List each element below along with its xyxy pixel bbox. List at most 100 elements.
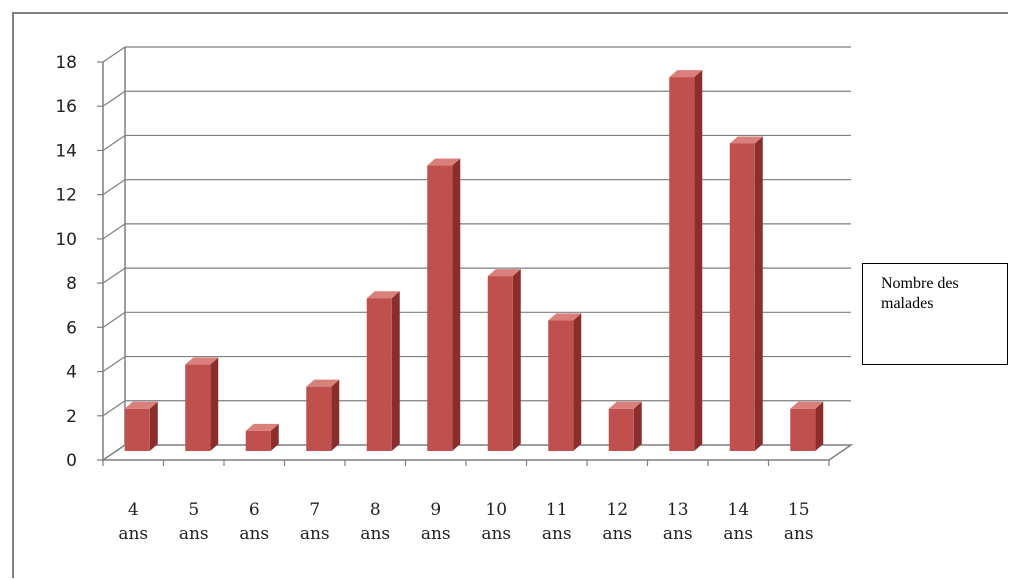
bar (608, 401, 642, 451)
x-tick-label: 13 ans (663, 500, 693, 544)
x-tick-label: 11 ans (542, 500, 572, 544)
x-tick-label-line: ans (602, 524, 632, 544)
x-tick-label-line: 12 (606, 500, 628, 520)
x-tick-label: 12 ans (602, 500, 632, 544)
x-tick-label: 4 ans (118, 500, 148, 544)
gridline-diagonal (102, 46, 126, 63)
bar-front (366, 298, 392, 451)
bar-top (124, 401, 158, 409)
y-axis-ticks: 0 2 4 6 8 10 12 14 16 18 (55, 53, 103, 471)
gridline-diagonal (102, 134, 126, 151)
bar (729, 136, 763, 451)
chart-frame (12, 12, 1008, 578)
bar-front (245, 430, 271, 451)
gridline-diagonal (102, 223, 126, 240)
x-tick-label-line: 9 (430, 500, 441, 520)
bar-front (608, 408, 634, 451)
bar-front (729, 143, 755, 451)
gridline-diagonal (102, 356, 126, 373)
y-tick-label: 8 (66, 274, 77, 294)
bar-front (790, 408, 816, 451)
bar-side (270, 423, 279, 451)
x-tick-label: 8 ans (360, 500, 390, 544)
bar-side (149, 401, 158, 451)
x-tick-label-line: ans (542, 524, 572, 544)
bar-side (694, 70, 703, 451)
x-tick-label-line: 15 (788, 500, 810, 520)
y-tick-label: 6 (66, 318, 77, 338)
x-tick-label-line: ans (784, 524, 814, 544)
bar-side (391, 291, 400, 451)
x-tick-label-line: 5 (188, 500, 199, 520)
y-tick-label: 18 (55, 53, 77, 73)
bar (366, 291, 400, 451)
bar-front (669, 77, 695, 451)
bar (185, 357, 219, 451)
bar-top (608, 401, 642, 409)
x-tick-label-line: 4 (128, 500, 139, 520)
bar-front (548, 320, 574, 451)
bar (487, 269, 521, 451)
y-tick-label: 10 (55, 230, 77, 250)
x-tick-label-line: ans (421, 524, 451, 544)
bar-side (512, 269, 521, 451)
y-tick-label: 16 (55, 97, 77, 117)
bar-top (427, 158, 461, 166)
y-tick-label: 0 (66, 451, 77, 471)
bar-top (729, 136, 763, 144)
bar-top (790, 401, 824, 409)
bar-side (452, 158, 461, 452)
x-tick-label-line: 8 (370, 500, 381, 520)
legend: Nombre des malades (862, 263, 1008, 365)
bar-front (185, 364, 211, 451)
bar (669, 70, 703, 451)
x-tick-label-line: ans (118, 524, 148, 544)
bar-top (306, 379, 340, 387)
bar (124, 401, 158, 451)
bar-side (815, 401, 824, 451)
bars (124, 70, 824, 452)
bar-top (185, 357, 219, 365)
bar (790, 401, 824, 451)
bar-side (210, 357, 219, 451)
y-tick-label: 12 (55, 186, 77, 206)
bar-top (548, 313, 582, 321)
bar-top (366, 291, 400, 299)
x-tick-label: 9 ans (421, 500, 451, 544)
bar (306, 379, 340, 451)
x-tick-label: 15 ans (784, 500, 814, 544)
x-tick-label-line: 6 (249, 500, 260, 520)
x-tick-label: 5 ans (179, 500, 209, 544)
x-tick-label: 7 ans (300, 500, 330, 544)
x-tick-label-line: ans (360, 524, 390, 544)
x-tick-label: 6 ans (239, 500, 269, 544)
bar-side (573, 313, 582, 451)
gridline-diagonal (102, 400, 126, 417)
x-tick-label-line: ans (723, 524, 753, 544)
x-tick-label-line: ans (239, 524, 269, 544)
bar-side (331, 379, 340, 451)
x-tick-label-line: ans (663, 524, 693, 544)
x-tick-label-line: 10 (485, 500, 507, 520)
x-tick-label: 14 ans (723, 500, 753, 544)
bar-front (306, 386, 332, 451)
x-tick-label-line: 11 (546, 500, 568, 520)
x-tick-label-line: ans (179, 524, 209, 544)
x-tick-label-line: 7 (309, 500, 320, 520)
x-tick-label-line: 14 (727, 500, 749, 520)
x-tick-label-line: ans (481, 524, 511, 544)
x-tick-label-line: 13 (667, 500, 689, 520)
bar (245, 423, 279, 451)
gridline-diagonal (102, 179, 126, 196)
bar-front (427, 165, 453, 452)
y-tick-label: 2 (66, 407, 77, 427)
bar (548, 313, 582, 451)
y-tick-label: 4 (66, 363, 77, 383)
gridline-diagonal (102, 267, 126, 284)
bar-front (487, 276, 513, 451)
bar (427, 158, 461, 452)
bar-top (669, 70, 703, 78)
y-tick-label: 14 (55, 141, 77, 161)
